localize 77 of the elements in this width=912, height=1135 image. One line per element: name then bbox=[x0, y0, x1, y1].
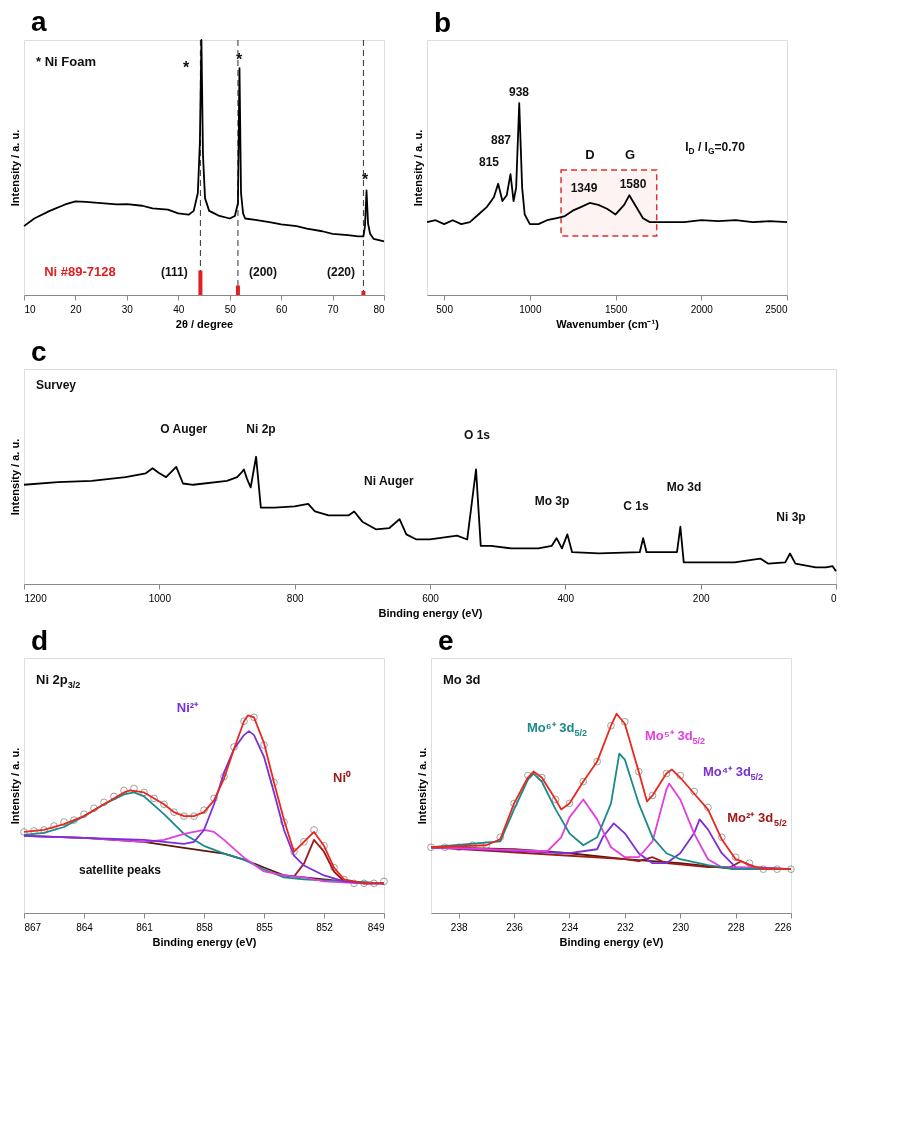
annotation: (220) bbox=[327, 265, 356, 279]
x-tick-label: 500 bbox=[436, 303, 454, 315]
annotation: C 1s bbox=[623, 499, 649, 513]
x-tick-label: 600 bbox=[422, 592, 440, 604]
chart-title: c bbox=[31, 336, 47, 367]
x-tick-label: 2000 bbox=[690, 303, 714, 315]
chart-title: e bbox=[438, 625, 454, 656]
x-tick-label: 855 bbox=[256, 921, 274, 933]
x-axis-title: Binding energy (eV) bbox=[559, 935, 664, 948]
x-tick-label: 858 bbox=[196, 921, 214, 933]
annotation: D bbox=[585, 147, 595, 162]
text: Ni⁰ bbox=[333, 770, 352, 785]
x-tick-label: 867 bbox=[24, 921, 42, 933]
x-tick-label: 1000 bbox=[519, 303, 542, 315]
annotation: * Ni Foam bbox=[36, 54, 96, 69]
annotation: (200) bbox=[249, 265, 278, 279]
x-tick-label: 234 bbox=[561, 921, 579, 933]
x-tick-label: 232 bbox=[617, 921, 635, 933]
x-tick-label: 849 bbox=[367, 921, 385, 933]
x-tick-label: 1200 bbox=[24, 592, 48, 604]
annotation: Mo 3p bbox=[534, 494, 570, 508]
text: 938 bbox=[508, 85, 530, 99]
x-tick-label: 30 bbox=[121, 303, 134, 315]
y-axis-title: Intensity / a. u. bbox=[8, 747, 21, 825]
annotation: * bbox=[235, 51, 243, 68]
x-tick-label: 200 bbox=[692, 592, 710, 604]
x-tick-label: 70 bbox=[327, 303, 340, 315]
text: Ni #89-7128 bbox=[44, 264, 116, 279]
x-tick-label: 864 bbox=[76, 921, 94, 933]
x-tick-label: 80 bbox=[373, 303, 385, 315]
text: O Auger bbox=[160, 422, 208, 436]
y-axis-title: Intensity / a. u. bbox=[415, 747, 428, 825]
x-tick-label: 10 bbox=[24, 303, 37, 315]
chart-title: d bbox=[31, 625, 49, 656]
annotation: 887 bbox=[490, 133, 512, 147]
x-tick-label: 226 bbox=[774, 921, 792, 933]
x-tick-label: 40 bbox=[173, 303, 185, 315]
text: Ni 2p bbox=[246, 422, 276, 436]
x-tick-label: 60 bbox=[276, 303, 288, 315]
y-axis-title: Intensity / a. u. bbox=[8, 438, 21, 516]
y-axis-title: Intensity / a. u. bbox=[411, 129, 424, 207]
annotation: * bbox=[361, 171, 369, 188]
x-tick-label: 0 bbox=[830, 592, 837, 604]
x-tick-label: 230 bbox=[672, 921, 690, 933]
x-tick-label: 228 bbox=[727, 921, 745, 933]
x-tick-label: 1000 bbox=[148, 592, 172, 604]
text: Mo 3d bbox=[443, 672, 481, 687]
annotation: 1580 bbox=[619, 177, 647, 191]
x-tick-label: 861 bbox=[136, 921, 154, 933]
annotation: 1349 bbox=[570, 181, 598, 195]
x-tick-label: 852 bbox=[316, 921, 334, 933]
annotation: satellite peaks bbox=[78, 863, 162, 877]
x-axis-title: Binding energy (eV) bbox=[378, 606, 483, 619]
x-axis-title: Wavenumber (cm⁻¹) bbox=[556, 317, 660, 330]
text: O 1s bbox=[463, 428, 491, 442]
chart-title: b bbox=[434, 7, 452, 38]
annotation: (111) bbox=[161, 265, 188, 279]
x-axis-title: Binding energy (eV) bbox=[152, 935, 257, 948]
x-tick-label: 50 bbox=[224, 303, 237, 315]
annotation: * bbox=[182, 59, 190, 76]
chart-title: a bbox=[31, 6, 47, 38]
text: Ni²⁺ bbox=[176, 700, 200, 715]
annotation: 815 bbox=[478, 155, 500, 169]
x-tick-label: 400 bbox=[557, 592, 575, 604]
x-tick-label: 236 bbox=[506, 921, 524, 933]
x-axis-title: 2θ / degree bbox=[175, 317, 234, 330]
x-tick-label: 2500 bbox=[765, 303, 788, 315]
y-axis-title: Intensity / a. u. bbox=[8, 129, 21, 207]
x-tick-label: 800 bbox=[286, 592, 304, 604]
annotation: Mo 3d bbox=[666, 480, 702, 494]
text: Survey bbox=[36, 378, 77, 392]
annotation: Ni Auger bbox=[364, 474, 414, 488]
x-tick-label: 238 bbox=[450, 921, 468, 933]
x-tick-label: 1500 bbox=[604, 303, 628, 315]
annotation: G bbox=[624, 147, 636, 162]
x-tick-label: 20 bbox=[70, 303, 82, 315]
annotation: Ni 3p bbox=[776, 510, 806, 524]
